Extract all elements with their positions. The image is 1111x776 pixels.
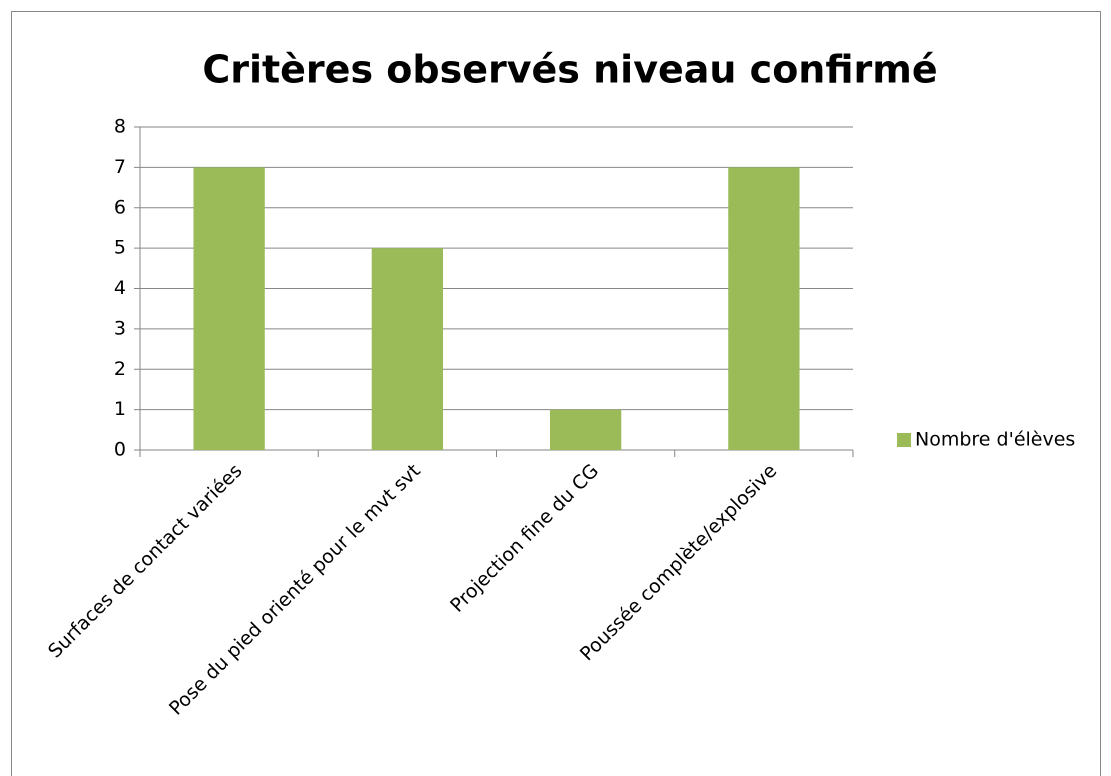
- bar: [549, 409, 622, 450]
- y-tick-label: 4: [114, 277, 126, 299]
- y-tick-label: 8: [114, 116, 126, 138]
- bar: [728, 167, 800, 450]
- bar: [371, 248, 444, 450]
- y-tick-label: 1: [114, 398, 126, 420]
- chart-frame: [11, 11, 1101, 776]
- y-tick-label: 5: [114, 237, 126, 259]
- legend-label: Nombre d'élèves: [915, 429, 1075, 451]
- y-tick-label: 2: [114, 358, 126, 380]
- y-tick-label: 7: [114, 156, 126, 178]
- chart-title: Critères observés niveau confirmé: [202, 48, 937, 92]
- y-tick-label: 3: [114, 317, 126, 339]
- legend-swatch: [897, 433, 911, 447]
- bar: [193, 167, 265, 450]
- y-tick-label: 6: [114, 196, 126, 218]
- y-tick-label: 0: [114, 439, 126, 461]
